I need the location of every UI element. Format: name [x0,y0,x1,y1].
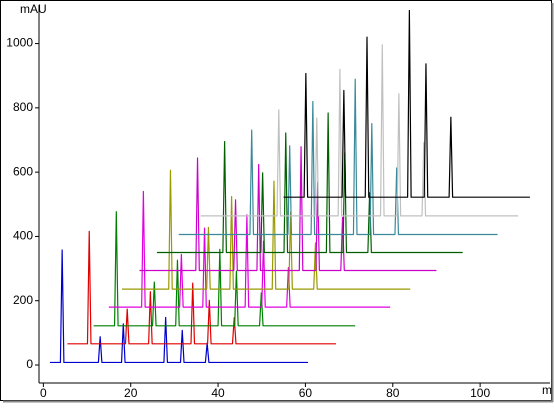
trace [283,9,530,198]
x-tick-label: 0 [40,386,47,400]
trace [178,78,498,236]
y-tick-label: 0 [26,357,33,371]
x-axis-label: m [542,383,552,397]
frame [0,0,552,401]
x-tick-label: 40 [211,386,225,400]
y-tick-label: 400 [13,229,33,243]
trace [49,249,309,364]
x-tick-label: 80 [386,386,400,400]
trace [156,112,463,254]
y-tick-label: 1000 [6,36,33,50]
trace [108,190,391,308]
trace [139,146,437,272]
y-tick-label: 600 [13,164,33,178]
trace [67,230,336,345]
x-tick-label: 20 [124,386,138,400]
y-tick-label: 800 [13,100,33,114]
trace [200,44,519,217]
x-tick-label: 60 [299,386,313,400]
y-tick-label: 200 [13,293,33,307]
y-axis-label: mAU [20,2,47,16]
x-tick-label: 100 [470,386,490,400]
trace [93,211,356,327]
trace [121,169,411,290]
